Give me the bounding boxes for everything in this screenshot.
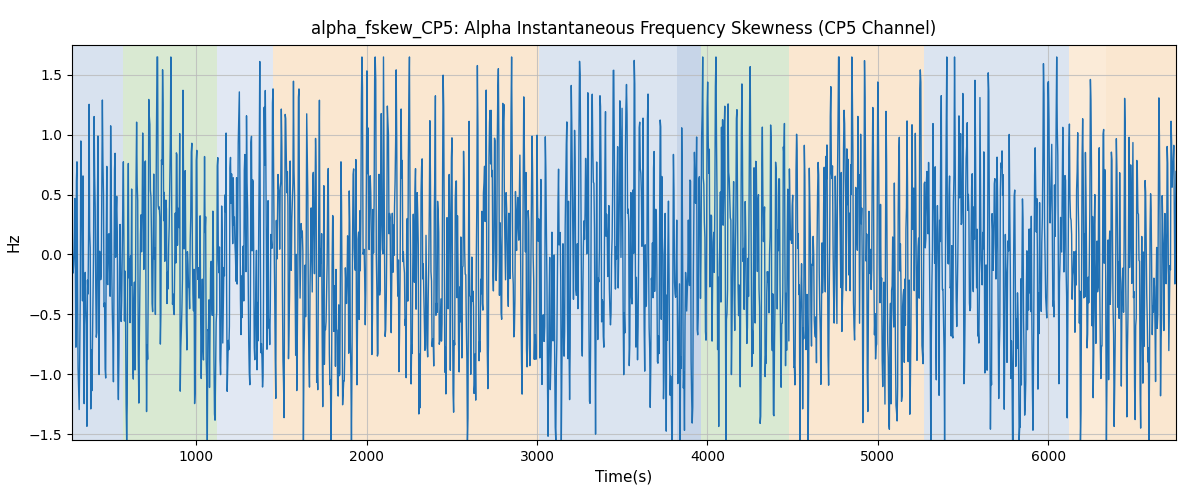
Y-axis label: Hz: Hz [7,233,22,252]
Bar [790,45,924,440]
Bar [701,45,790,440]
Bar [677,45,701,440]
Bar [124,45,217,440]
X-axis label: Time(s): Time(s) [595,470,653,484]
Bar [1106,45,1176,440]
Bar [924,45,1069,440]
Bar [72,45,124,440]
Bar [539,45,677,440]
Bar [1069,45,1106,440]
Bar [217,45,274,440]
Title: alpha_fskew_CP5: Alpha Instantaneous Frequency Skewness (CP5 Channel): alpha_fskew_CP5: Alpha Instantaneous Fre… [311,20,937,38]
Bar [274,45,539,440]
